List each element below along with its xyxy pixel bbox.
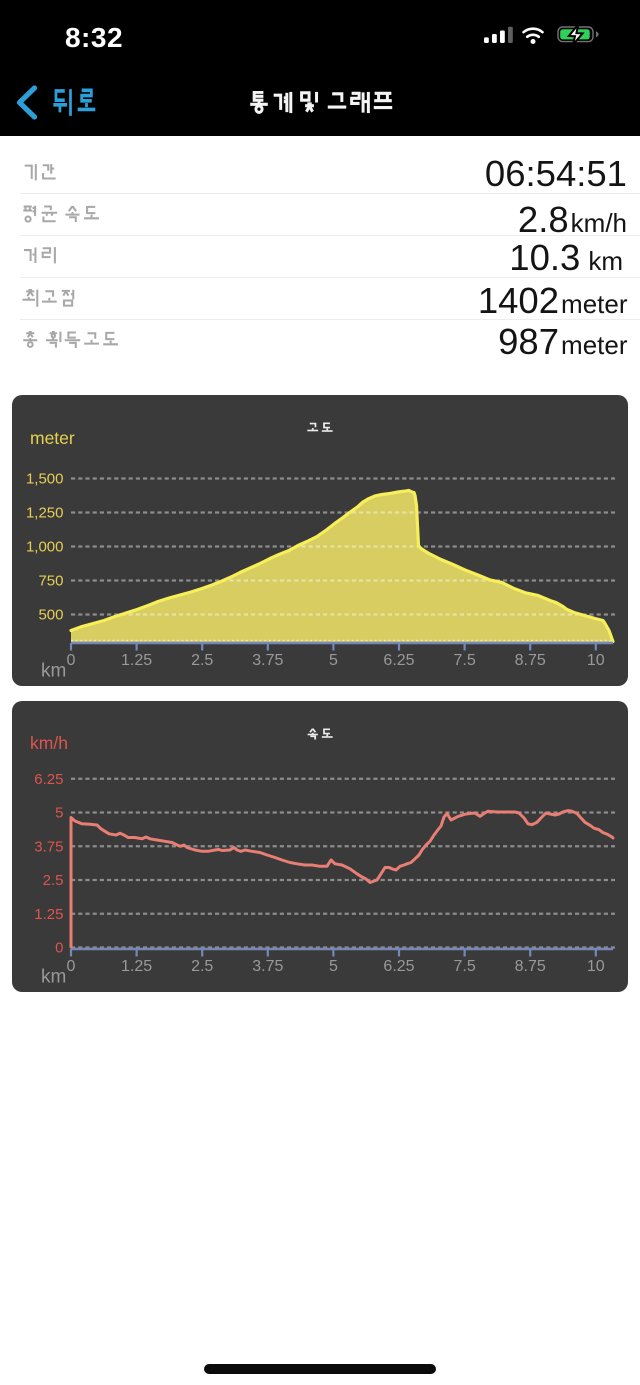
svg-text:0: 0 <box>67 958 76 975</box>
svg-text:10: 10 <box>587 652 605 669</box>
svg-text:1.25: 1.25 <box>121 652 152 669</box>
svg-text:3.75: 3.75 <box>252 652 283 669</box>
svg-text:1,000: 1,000 <box>26 538 64 555</box>
svg-text:km: km <box>41 660 66 681</box>
svg-text:5: 5 <box>329 958 338 975</box>
svg-text:2.5: 2.5 <box>191 958 213 975</box>
svg-text:1,500: 1,500 <box>26 470 64 487</box>
svg-text:1.25: 1.25 <box>121 958 152 975</box>
svg-text:8.75: 8.75 <box>515 652 546 669</box>
svg-text:0: 0 <box>55 940 63 957</box>
svg-text:7.5: 7.5 <box>453 652 475 669</box>
svg-text:3.75: 3.75 <box>252 958 283 975</box>
svg-text:750: 750 <box>38 572 63 589</box>
svg-text:6.25: 6.25 <box>383 652 414 669</box>
svg-text:5: 5 <box>55 805 63 822</box>
svg-text:km/h: km/h <box>30 733 68 753</box>
svg-text:km: km <box>41 967 66 988</box>
svg-text:5: 5 <box>329 652 338 669</box>
svg-text:10: 10 <box>587 958 605 975</box>
svg-text:1.25: 1.25 <box>34 906 63 923</box>
svg-text:8.75: 8.75 <box>515 958 546 975</box>
svg-text:6.25: 6.25 <box>34 771 63 788</box>
svg-text:0: 0 <box>67 652 76 669</box>
svg-text:500: 500 <box>38 606 63 623</box>
svg-text:7.5: 7.5 <box>453 958 475 975</box>
svg-text:6.25: 6.25 <box>383 958 414 975</box>
svg-text:meter: meter <box>30 428 75 448</box>
svg-text:1,250: 1,250 <box>26 504 64 521</box>
svg-text:2.5: 2.5 <box>43 872 64 889</box>
svg-text:3.75: 3.75 <box>34 838 63 855</box>
svg-text:2.5: 2.5 <box>191 652 213 669</box>
